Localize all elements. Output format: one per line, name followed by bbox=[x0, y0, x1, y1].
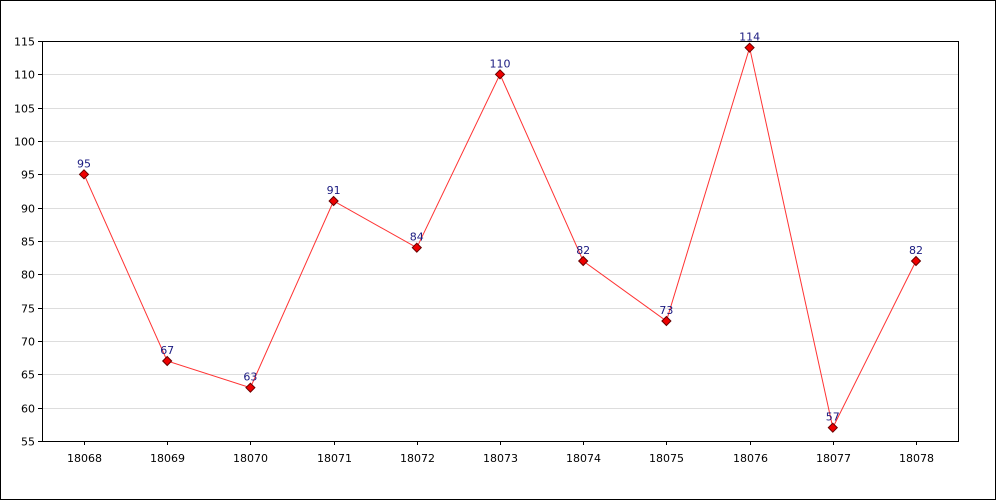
y-tick-label: 75 bbox=[21, 303, 35, 316]
data-label: 57 bbox=[826, 411, 840, 424]
y-axis: 55 60 65 70 75 80 85 90 95 100 105 110 115 bbox=[14, 36, 42, 449]
y-tick-label: 70 bbox=[21, 336, 35, 349]
y-tick-label: 115 bbox=[14, 36, 35, 49]
x-tick-label: 18074 bbox=[566, 452, 601, 465]
series-layer bbox=[78, 42, 922, 433]
x-tick-label: 18070 bbox=[233, 452, 268, 465]
data-point bbox=[411, 242, 423, 253]
data-point bbox=[910, 255, 922, 267]
y-tick-label: 95 bbox=[21, 169, 35, 182]
y-tick-label: 55 bbox=[21, 436, 35, 449]
data-label: 114 bbox=[739, 31, 760, 44]
x-tick-label: 18076 bbox=[733, 452, 768, 465]
data-label: 84 bbox=[410, 231, 424, 244]
data-point bbox=[494, 69, 506, 80]
data-point bbox=[328, 195, 339, 207]
x-tick-label: 18069 bbox=[150, 452, 185, 465]
data-point bbox=[827, 422, 839, 433]
x-tick-label: 18071 bbox=[317, 452, 352, 465]
y-tick-label: 105 bbox=[14, 103, 35, 116]
data-label: 73 bbox=[659, 304, 673, 317]
y-tick-label: 110 bbox=[14, 69, 35, 82]
y-tick-label: 60 bbox=[21, 403, 35, 416]
y-tick-label: 65 bbox=[21, 369, 35, 382]
data-label: 91 bbox=[327, 184, 341, 197]
data-label: 95 bbox=[77, 157, 91, 170]
y-tick-label: 85 bbox=[21, 236, 35, 249]
x-tick-label: 18073 bbox=[483, 452, 518, 465]
y-tick-label: 100 bbox=[14, 136, 35, 149]
data-point bbox=[661, 315, 672, 327]
data-label: 110 bbox=[490, 57, 511, 70]
data-point bbox=[577, 255, 589, 267]
data-point bbox=[744, 42, 755, 53]
x-tick-label: 18072 bbox=[400, 452, 435, 465]
x-tick-label: 18078 bbox=[899, 452, 934, 465]
y-tick-label: 90 bbox=[21, 203, 35, 216]
data-label: 82 bbox=[909, 244, 923, 257]
data-point bbox=[245, 382, 256, 393]
grid-lines bbox=[42, 74, 958, 409]
data-point bbox=[161, 355, 173, 367]
x-tick-label: 18077 bbox=[816, 452, 851, 465]
y-tick-label: 80 bbox=[21, 269, 35, 282]
x-axis: 18068 18069 18070 18071 18072 18073 18074 18075… bbox=[67, 441, 934, 465]
series-line bbox=[83, 45, 917, 430]
x-tick-label: 18068 bbox=[67, 452, 102, 465]
data-label: 63 bbox=[243, 371, 257, 384]
data-point bbox=[78, 169, 90, 180]
data-label: 67 bbox=[160, 344, 174, 357]
data-label: 82 bbox=[576, 244, 590, 257]
x-tick-label: 18075 bbox=[649, 452, 684, 465]
data-labels: 95 67 63 91 84 110 82 73 114 57 82 bbox=[77, 31, 923, 424]
